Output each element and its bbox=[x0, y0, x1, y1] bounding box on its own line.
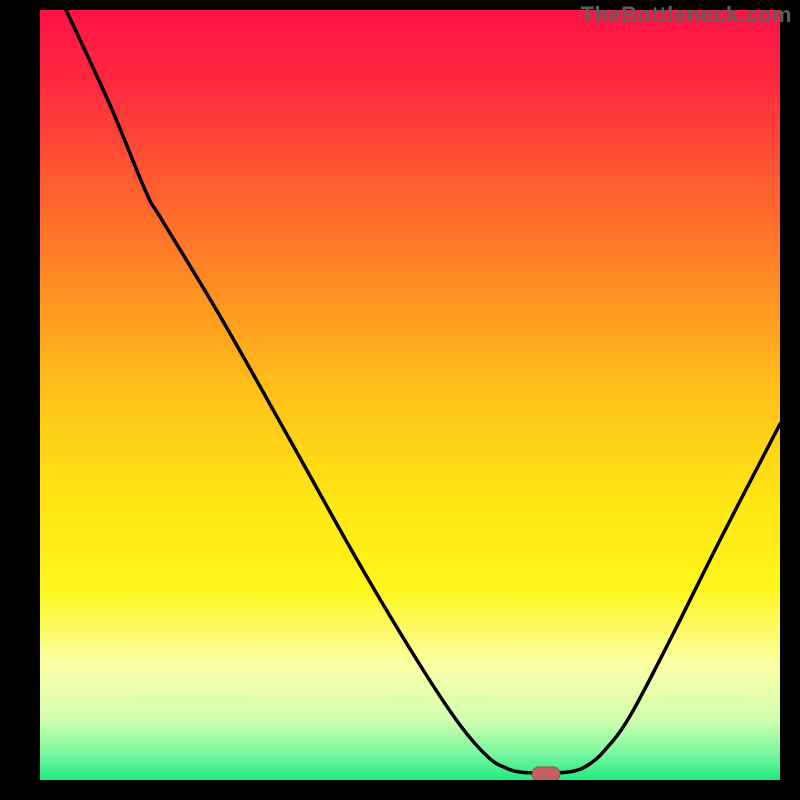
current-point-marker bbox=[532, 767, 560, 780]
gradient-background bbox=[40, 10, 780, 780]
plot-area bbox=[40, 10, 780, 780]
watermark-text: TheBottleneck.com bbox=[581, 2, 792, 28]
bottleneck-chart-svg bbox=[40, 10, 780, 780]
chart-frame: TheBottleneck.com bbox=[0, 0, 800, 800]
